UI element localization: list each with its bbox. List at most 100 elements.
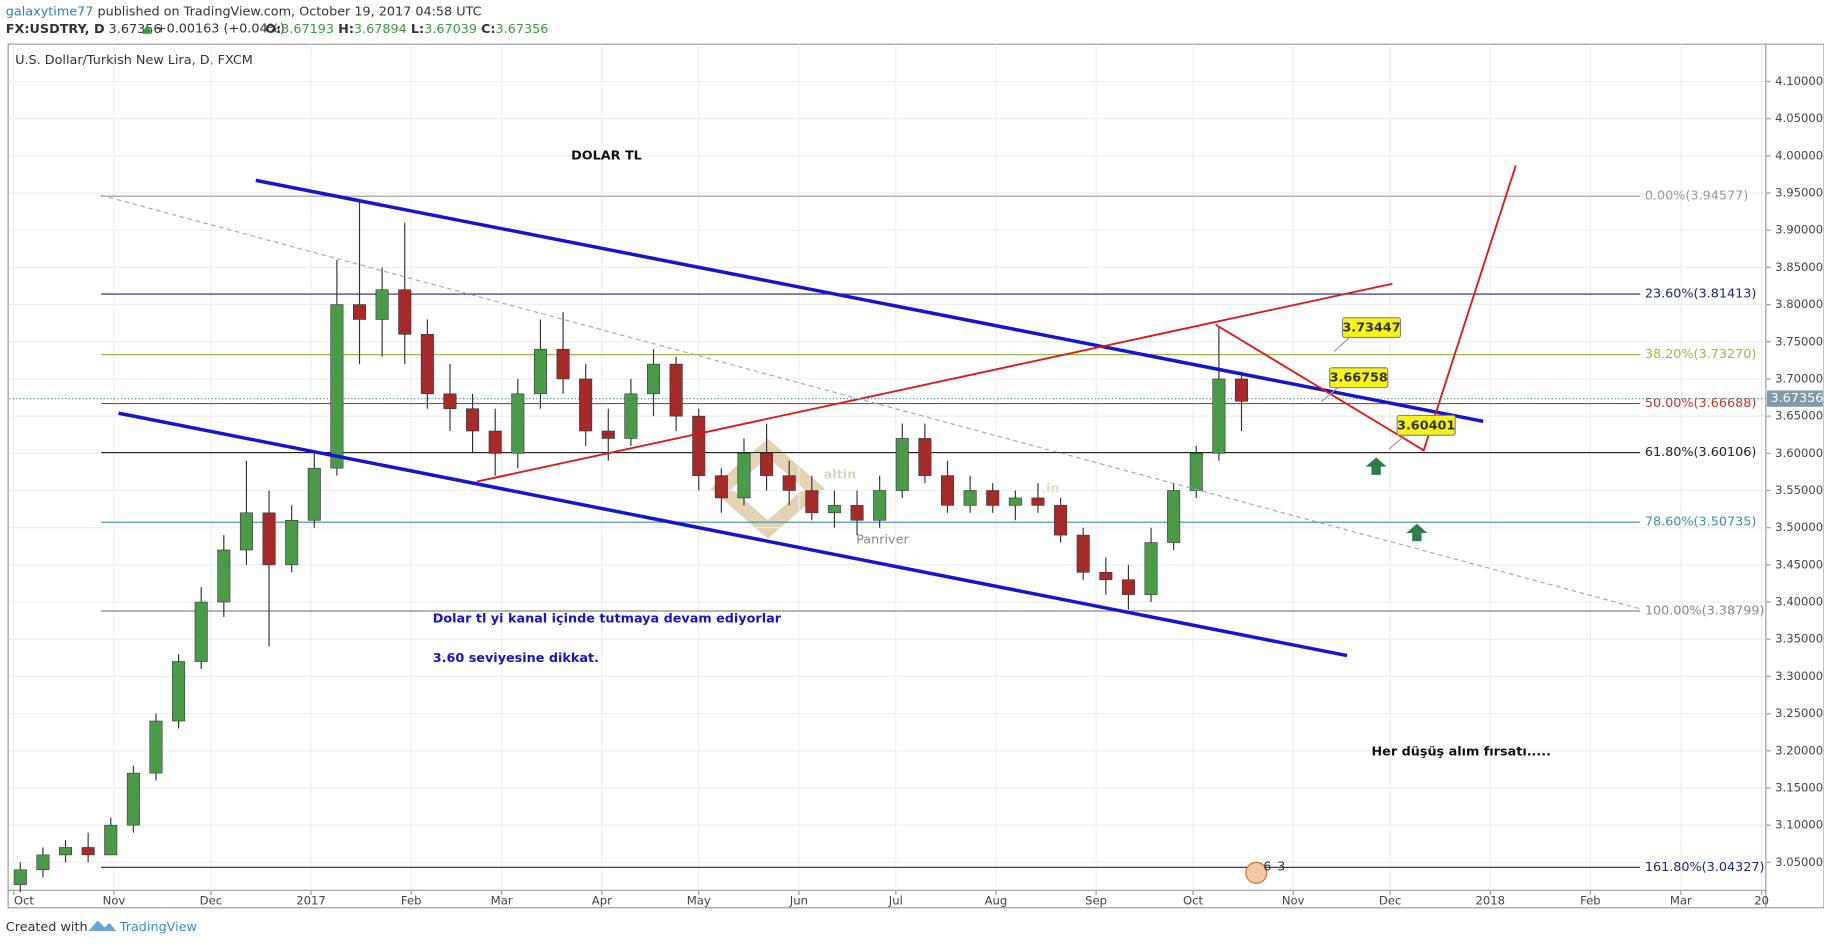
arrow-up — [1365, 457, 1387, 475]
x-tick-label: Jul — [888, 893, 903, 907]
fib-label: 23.60%(3.81413) — [1645, 287, 1757, 302]
candle-body — [646, 363, 661, 395]
up-arrow — [141, 24, 153, 34]
x-tick-label: Feb — [1580, 893, 1601, 907]
candle-body — [624, 393, 638, 439]
y-tick-label: 4.00000 — [1775, 148, 1823, 162]
y-tick-label: 3.40000 — [1775, 595, 1823, 609]
annotation: 3.60 seviyesine dikkat. — [433, 651, 599, 666]
frame — [7, 43, 1824, 909]
ohlc-label: C: — [481, 22, 495, 37]
footer-text: Created with — [6, 920, 88, 935]
x-tick-label: 2017 — [296, 893, 326, 907]
arrow-up — [1406, 523, 1428, 542]
callout: 3.60401 — [1388, 414, 1456, 450]
candle-body — [330, 304, 344, 469]
candle-body — [669, 363, 683, 417]
trend-line — [255, 178, 1484, 424]
trend-line — [1215, 165, 1517, 452]
y-tick-label: 3.75000 — [1775, 334, 1823, 348]
candle-body — [1144, 542, 1158, 595]
ohlc-value: 3.67039 — [424, 22, 477, 37]
quote-line: FX:USDTRY, D 3.67356 — [6, 22, 162, 37]
candle-body — [850, 505, 864, 521]
annotation: DOLAR TL — [571, 148, 642, 163]
callout-pointer — [1388, 434, 1406, 450]
candle-body — [285, 519, 299, 566]
candle-body — [511, 393, 525, 454]
x-tick-label: Mar — [1670, 893, 1692, 907]
candle-body — [556, 348, 570, 380]
candle-body — [579, 378, 593, 432]
x-tick-label: May — [687, 893, 711, 907]
watermark-name: altin — [824, 467, 857, 482]
y-tick-label: 3.70000 — [1775, 371, 1823, 385]
x-tick-label: Oct — [14, 893, 35, 907]
callout: 3.66758 — [1321, 367, 1389, 402]
candle-body — [172, 661, 186, 722]
y-tick-label: 3.45000 — [1775, 557, 1823, 571]
x-tick-label: Aug — [985, 893, 1008, 907]
fib-label: 50.00%(3.66688) — [1645, 396, 1757, 411]
candle-body — [918, 438, 932, 476]
candle-body — [398, 289, 412, 335]
candle-body — [963, 490, 977, 506]
y-tick-label: 3.60000 — [1775, 446, 1823, 460]
x-tick-label: Mar — [491, 893, 513, 907]
symbol: FX:USDTRY, D — [6, 22, 105, 37]
callout-box — [1329, 367, 1389, 389]
candle-body — [692, 415, 706, 476]
x-tick-label: Dec — [1379, 893, 1401, 907]
x-tick-label: 2018 — [1475, 893, 1505, 907]
y-tick-label: 4.05000 — [1775, 111, 1823, 125]
y-tick-label: 3.35000 — [1775, 632, 1823, 646]
candle-body — [104, 824, 118, 856]
candle-body — [601, 430, 615, 439]
fib-label: 78.60%(3.50735) — [1645, 515, 1757, 530]
candle-body — [805, 490, 819, 514]
candle-body — [782, 475, 796, 491]
candle-body — [149, 720, 163, 774]
author[interactable]: galaxytime77 — [6, 4, 94, 19]
candle-body — [1167, 490, 1181, 543]
candle-body — [217, 549, 231, 603]
candle-body — [1212, 378, 1226, 454]
candle-body — [737, 453, 751, 499]
candle-body — [533, 348, 547, 395]
y-tick-label: 3.30000 — [1775, 669, 1823, 683]
brand[interactable]: TradingView — [119, 920, 197, 935]
trend-line — [476, 282, 1393, 483]
plot: 3.05000 3.10000 3.15000 3.20000 3.25000 3.300… — [9, 44, 1823, 907]
candle-body — [827, 505, 841, 514]
candle-body — [353, 304, 367, 320]
ohlc-value: 3.67894 — [354, 22, 407, 37]
ohlc-label: O: — [265, 22, 281, 37]
candle-body — [375, 289, 389, 320]
candle-body — [760, 453, 774, 476]
candle-body — [13, 869, 27, 885]
ohlc-label: L: — [411, 22, 424, 37]
candle-body — [1099, 572, 1113, 581]
ohlc: O:3.67193 H:3.67894 L:3.67039 C:3.67356 — [265, 22, 548, 37]
candle-body — [1054, 505, 1068, 536]
fib-label: 61.80%(3.60106) — [1645, 445, 1757, 460]
candle-body — [420, 334, 434, 395]
candle-body — [81, 847, 95, 856]
y-tick-label: 3.15000 — [1775, 780, 1823, 794]
candle-body — [1076, 534, 1090, 573]
price: 3.67356 — [109, 22, 162, 37]
callout-text: 3.66758 — [1330, 371, 1388, 386]
fib-label: 0.00%(3.94577) — [1645, 189, 1748, 204]
event-count: 6 — [1263, 860, 1271, 875]
candle-body — [443, 393, 457, 409]
x-tick-label: Apr — [592, 893, 612, 907]
callout-text: 3.60401 — [1397, 418, 1455, 433]
last-price-tag — [1767, 390, 1823, 407]
event-icon[interactable] — [1245, 861, 1268, 884]
y-tick-label: 3.65000 — [1775, 409, 1823, 423]
y-tick-label: 3.80000 — [1775, 297, 1823, 311]
watermark-sub: Panriver — [856, 532, 909, 547]
candle-body — [488, 430, 502, 454]
